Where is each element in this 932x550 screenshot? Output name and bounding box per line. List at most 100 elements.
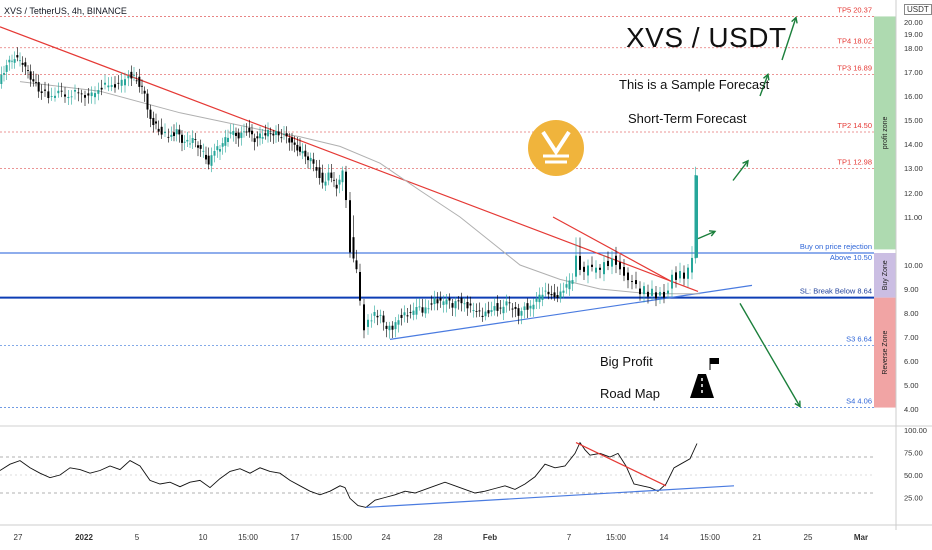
candle-body xyxy=(181,134,183,143)
y-tick-10: 10.00 xyxy=(904,261,923,270)
candle-body xyxy=(451,303,454,308)
zone-label-0: profit zone xyxy=(882,116,889,149)
candle-body xyxy=(160,126,163,135)
rsi-y-tick-3: 25.00 xyxy=(904,494,923,503)
candle-body xyxy=(35,82,37,83)
candle-body xyxy=(219,149,221,152)
rsi-trend-0 xyxy=(575,442,667,487)
candle-body xyxy=(304,150,307,157)
candle-body xyxy=(275,130,277,135)
candle-body xyxy=(635,280,637,285)
candle-body xyxy=(173,132,175,136)
candle-body xyxy=(541,294,544,300)
candle-body xyxy=(627,272,629,281)
candle-body xyxy=(178,129,181,135)
candle-body xyxy=(114,84,116,88)
candle-body xyxy=(321,172,324,183)
sample-forecast-note: This is a Sample Forecast xyxy=(619,77,770,92)
candle-body xyxy=(229,132,232,134)
candle-body xyxy=(104,82,106,85)
candle-body xyxy=(667,290,669,294)
candle-body xyxy=(394,322,397,330)
candle-body xyxy=(107,85,110,88)
y-tick-9: 11.00 xyxy=(904,213,922,222)
candle-body xyxy=(639,288,641,295)
candle-body xyxy=(57,90,60,94)
candle-body xyxy=(457,300,460,302)
candle-body xyxy=(599,267,601,270)
candle-body xyxy=(415,306,418,315)
level-label-9: S4 4.06 xyxy=(846,397,872,406)
candle-body xyxy=(84,95,86,98)
y-tick-15: 5.00 xyxy=(904,381,919,390)
candle-body xyxy=(50,96,53,97)
candle-body xyxy=(143,90,146,94)
candle-body xyxy=(267,129,269,137)
candle-body xyxy=(13,59,16,63)
candle-body xyxy=(221,143,224,147)
candle-body xyxy=(235,132,237,136)
candle-body xyxy=(651,288,653,296)
xvs-logo-v-icon xyxy=(541,130,571,156)
level-label-3: TP2 14.50 xyxy=(837,121,872,130)
candle-body xyxy=(663,291,665,298)
series-0 xyxy=(0,26,699,292)
candle-body xyxy=(520,311,523,316)
candle-body xyxy=(550,294,553,296)
candle-body xyxy=(301,151,304,154)
candle-body xyxy=(433,298,436,305)
y-tick-16: 4.00 xyxy=(904,405,919,414)
candle-body xyxy=(54,95,56,98)
zone-1 xyxy=(874,253,896,298)
y-tick-7: 13.00 xyxy=(904,164,923,173)
candle-body xyxy=(671,274,673,289)
zone-2 xyxy=(874,297,896,408)
forecast-up-seg-0 xyxy=(697,230,716,240)
candle-body xyxy=(213,150,216,156)
candle-body xyxy=(183,141,186,143)
candle-body xyxy=(517,308,520,316)
level-label-1: TP4 18.02 xyxy=(837,37,872,46)
candle-body xyxy=(27,70,29,71)
candle-body xyxy=(439,298,442,301)
y-tick-3: 17.00 xyxy=(904,68,923,77)
candle-body xyxy=(157,128,160,132)
candle-body xyxy=(124,79,126,86)
candle-body xyxy=(391,325,394,330)
candle-body xyxy=(454,301,457,309)
x-tick-12: 14 xyxy=(660,533,669,542)
candle-body xyxy=(261,137,264,139)
candle-body xyxy=(493,306,496,311)
candle-body xyxy=(430,303,433,305)
candle-body xyxy=(87,93,90,96)
candle-body xyxy=(152,117,155,126)
candle-body xyxy=(571,280,574,284)
candle-body xyxy=(333,179,335,181)
x-tick-16: Mar xyxy=(854,533,868,542)
candle-body xyxy=(335,184,338,189)
candle-body xyxy=(556,295,559,298)
candle-body xyxy=(587,265,589,276)
candle-body xyxy=(189,143,191,145)
candle-body xyxy=(216,146,219,151)
candle-body xyxy=(647,291,649,297)
x-tick-9: Feb xyxy=(483,533,497,542)
candle-body xyxy=(141,85,143,87)
rsi-panel: 100.00 75.00 50.00 25.00 xyxy=(0,426,927,508)
candle-body xyxy=(67,96,70,99)
forecast-up-head-0 xyxy=(708,230,717,237)
candle-body xyxy=(253,138,256,143)
candle-body xyxy=(285,133,288,137)
symbol-header: XVS / TetherUS, 4h, BINANCE xyxy=(4,6,127,16)
candle-body xyxy=(205,154,207,160)
x-tick-6: 15:00 xyxy=(332,533,353,542)
candle-body xyxy=(32,79,35,82)
x-tick-15: 25 xyxy=(804,533,813,542)
currency-badge[interactable]: USDT xyxy=(904,4,932,15)
candle-body xyxy=(687,267,689,279)
candle-body xyxy=(523,306,526,311)
candle-body xyxy=(202,150,205,152)
candle-body xyxy=(248,127,251,133)
candle-body xyxy=(448,298,451,301)
